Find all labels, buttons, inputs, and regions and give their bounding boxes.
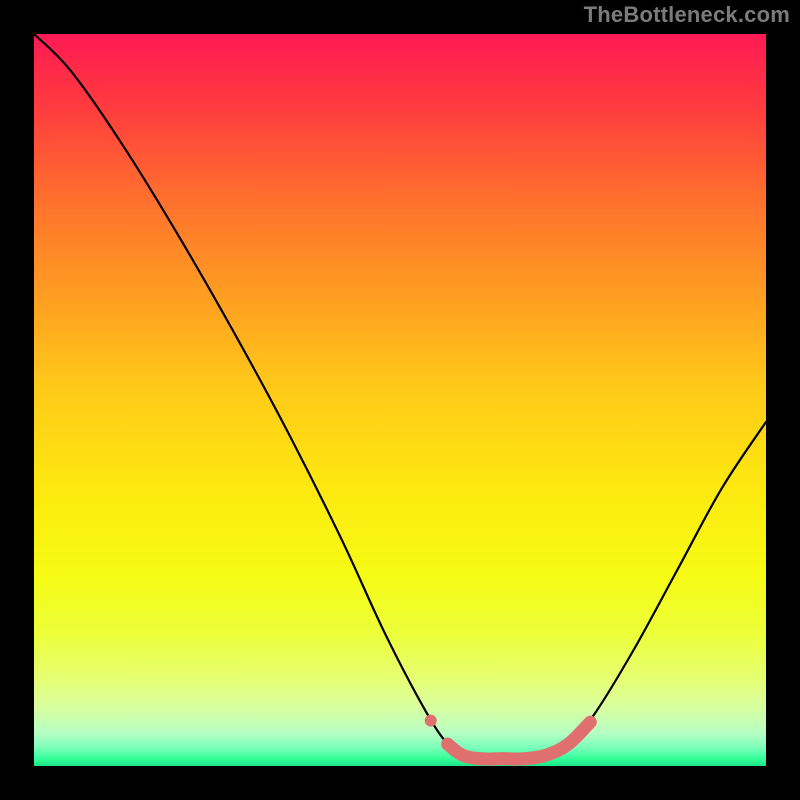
chart-stage: TheBottleneck.com	[0, 0, 800, 800]
optimal-range-highlight	[448, 722, 591, 759]
plot-area	[34, 34, 766, 766]
bottleneck-curve	[34, 34, 766, 759]
highlight-marker	[425, 715, 437, 727]
watermark-text: TheBottleneck.com	[584, 2, 790, 28]
curve-layer	[34, 34, 766, 766]
